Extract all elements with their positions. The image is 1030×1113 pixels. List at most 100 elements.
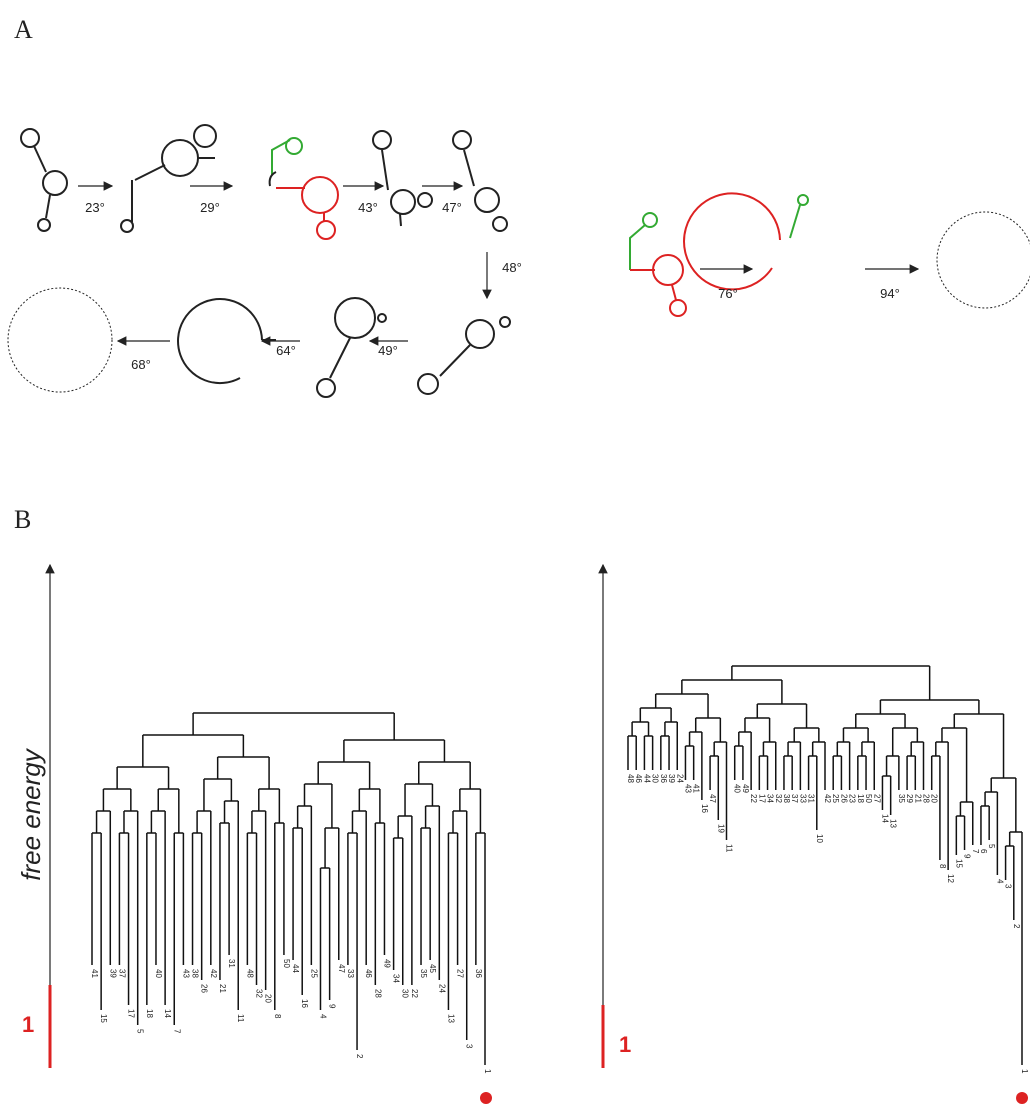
leaf-label: 42 xyxy=(823,794,832,803)
leaf-label: 33 xyxy=(798,794,807,803)
leaf-label: 40 xyxy=(733,784,742,793)
leaf-label: 35 xyxy=(897,794,906,803)
leaf-label: 18 xyxy=(145,1009,154,1018)
leaf-label: 24 xyxy=(437,984,446,993)
leaf-label: 13 xyxy=(446,1014,455,1023)
angle-label: 68° xyxy=(131,357,151,372)
leaf-label: 41 xyxy=(692,784,701,793)
leaf-label: 5 xyxy=(136,1029,145,1034)
leaf-label: 7 xyxy=(971,849,980,854)
leaf-label: 13 xyxy=(889,819,898,828)
leaf-label: 25 xyxy=(309,969,318,978)
axis-label: free energy xyxy=(16,747,46,881)
angle-label: 29° xyxy=(200,200,220,215)
leaf-label: 35 xyxy=(419,969,428,978)
leaf-label: 29 xyxy=(905,794,914,803)
angle-label: 47° xyxy=(442,200,462,215)
leaf-label: 32 xyxy=(774,794,783,803)
leaf-label: 50 xyxy=(864,794,873,803)
leaf-label: 42 xyxy=(209,969,218,978)
leaf-label: 50 xyxy=(282,959,291,968)
leaf-label: 6 xyxy=(979,849,988,854)
leaf-label: 3 xyxy=(1004,884,1013,889)
leaf-label: 31 xyxy=(227,959,236,968)
leaf-label: 43 xyxy=(683,784,692,793)
leaf-label: 9 xyxy=(328,1004,337,1009)
leaf-label: 49 xyxy=(382,959,391,968)
leaf-label: 41 xyxy=(90,969,99,978)
leaf-label: 15 xyxy=(954,859,963,868)
scale-label: 1 xyxy=(22,1012,34,1037)
leaf-label: 46 xyxy=(364,969,373,978)
leaf-label: 47 xyxy=(708,794,717,803)
leaf-label: 20 xyxy=(264,994,273,1003)
leaf-label: 28 xyxy=(373,989,382,998)
leaf-label: 22 xyxy=(410,989,419,998)
leaf-label: 20 xyxy=(930,794,939,803)
angle-label: 94° xyxy=(880,286,900,301)
leaf-label: 38 xyxy=(191,969,200,978)
leaf-label: 34 xyxy=(392,974,401,983)
leaf-label: 48 xyxy=(626,774,635,783)
leaf-label: 26 xyxy=(839,794,848,803)
panel-label: A xyxy=(14,15,33,44)
leaf-label: 21 xyxy=(913,794,922,803)
panel-label: B xyxy=(14,505,31,534)
arrows xyxy=(78,181,920,346)
leaf-label: 15 xyxy=(99,1014,108,1023)
leaf-label: 30 xyxy=(651,774,660,783)
leaf-label: 2 xyxy=(355,1054,364,1059)
leaf-label: 45 xyxy=(428,964,437,973)
leaf-label: 2 xyxy=(1012,924,1021,929)
leaf-label: 26 xyxy=(200,984,209,993)
leaf-label: 23 xyxy=(848,794,857,803)
scale-label: 1 xyxy=(619,1032,631,1057)
leaf-label: 17 xyxy=(127,1009,136,1018)
leaf-label: 4 xyxy=(995,879,1004,884)
leaf-label: 1 xyxy=(483,1069,492,1074)
leaf-label: 8 xyxy=(273,1014,282,1019)
leaf-label: 17 xyxy=(757,794,766,803)
leaf-label: 12 xyxy=(946,874,955,883)
leaf-label: 11 xyxy=(236,1014,245,1023)
leaf-label: 8 xyxy=(938,864,947,869)
leaf-label: 30 xyxy=(401,989,410,998)
leaf-label: 22 xyxy=(749,794,758,803)
angle-label: 76° xyxy=(718,286,738,301)
leaf-label: 40 xyxy=(154,969,163,978)
leaf-label: 19 xyxy=(716,824,725,833)
leaf-label: 47 xyxy=(337,964,346,973)
leaf-label: 39 xyxy=(667,774,676,783)
axes xyxy=(45,563,1028,1104)
leaf-label: 49 xyxy=(741,784,750,793)
leaf-label: 39 xyxy=(108,969,117,978)
leaf-label: 32 xyxy=(255,989,264,998)
leaf-label: 3 xyxy=(465,1044,474,1049)
leaf-label: 37 xyxy=(790,794,799,803)
leaf-label: 18 xyxy=(856,794,865,803)
leaf-label: 16 xyxy=(300,999,309,1008)
leaf-label: 34 xyxy=(766,794,775,803)
leaf-label: 25 xyxy=(831,794,840,803)
angle-label: 49° xyxy=(378,343,398,358)
leaf-label: 7 xyxy=(172,1029,181,1034)
rna-structures xyxy=(7,124,1030,398)
leaf-label: 43 xyxy=(181,969,190,978)
leaf-label: 38 xyxy=(782,794,791,803)
leaf-label: 21 xyxy=(218,984,227,993)
leaf-label: 14 xyxy=(880,814,889,823)
leaf-label: 36 xyxy=(659,774,668,783)
leaf-label: 44 xyxy=(291,964,300,973)
leaf-label: 37 xyxy=(117,969,126,978)
leaf-label: 44 xyxy=(642,774,651,783)
angle-label: 48° xyxy=(502,260,522,275)
angle-label: 43° xyxy=(358,200,378,215)
leaf-label: 10 xyxy=(815,834,824,843)
angle-label: 64° xyxy=(276,343,296,358)
leaf-label: 27 xyxy=(872,794,881,803)
leaf-label: 1 xyxy=(1020,1069,1029,1074)
leaf-label: 46 xyxy=(634,774,643,783)
leaf-label: 14 xyxy=(163,1009,172,1018)
leaf-label: 36 xyxy=(474,969,483,978)
